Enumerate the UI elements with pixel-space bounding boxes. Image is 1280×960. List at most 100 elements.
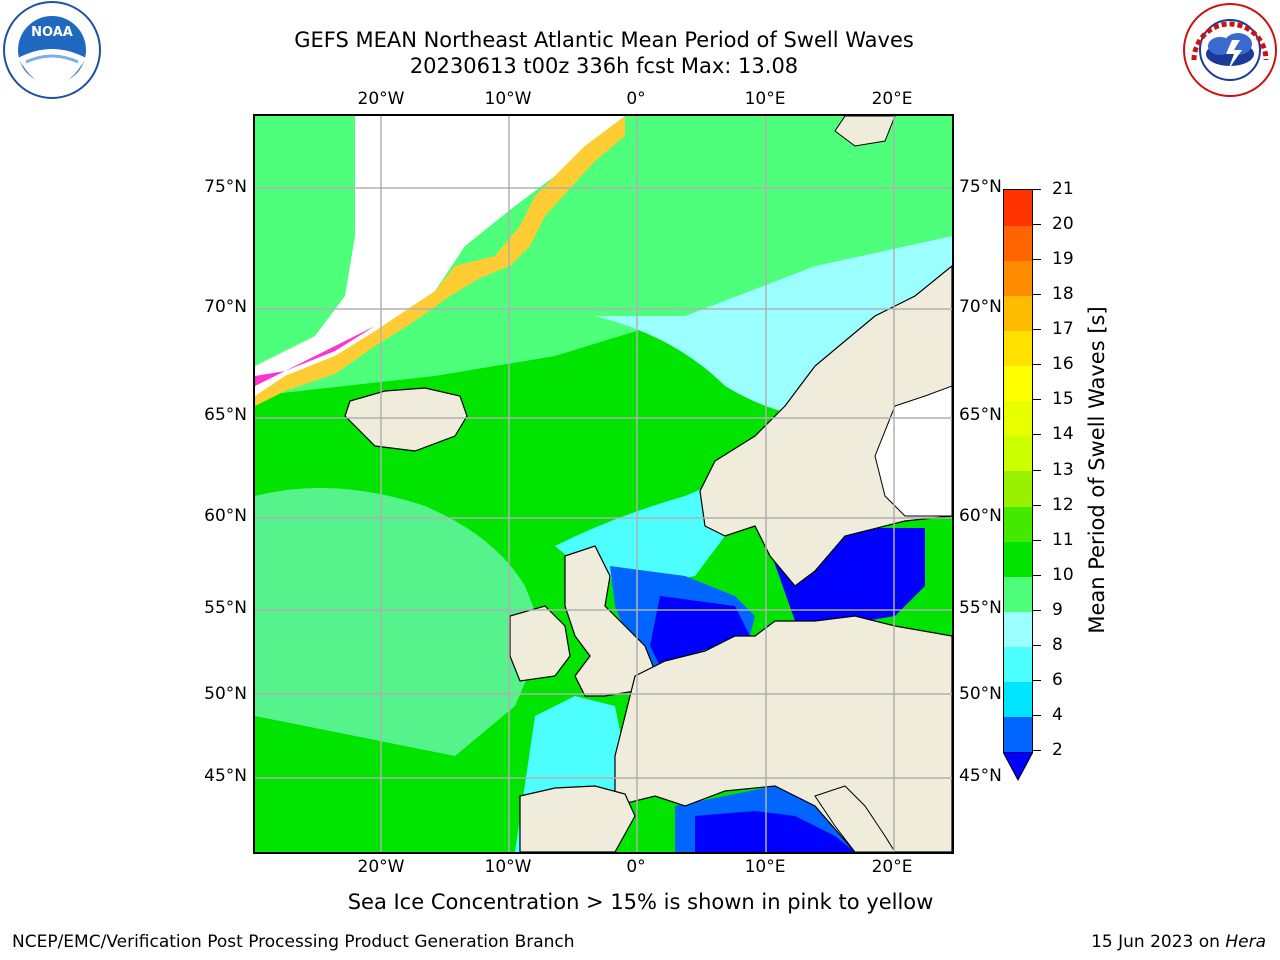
colorbar-tick-label: 19 xyxy=(1052,249,1074,270)
colorbar-segment xyxy=(1004,225,1032,262)
lon-tick-top-0: 0° xyxy=(626,89,646,109)
colorbar-segment xyxy=(1004,610,1032,647)
lon-tick-bottom-10w: 10°W xyxy=(484,857,532,877)
lat-tick-left-75n: 75°N xyxy=(204,177,247,197)
nws-logo xyxy=(1180,0,1280,100)
colorbar-segment xyxy=(1004,260,1032,297)
colorbar-tick-label: 12 xyxy=(1052,494,1074,515)
colorbar-tick xyxy=(1033,259,1041,261)
lat-tick-right-50n: 50°N xyxy=(959,684,1002,704)
colorbar-segment xyxy=(1004,505,1032,542)
lat-tick-right-70n: 70°N xyxy=(959,297,1002,317)
colorbar-segment xyxy=(1004,470,1032,507)
colorbar-tick xyxy=(1033,644,1041,646)
lat-tick-left-60n: 60°N xyxy=(204,506,247,526)
map-title-line2: 20230613 t00z 336h fcst Max: 13.08 xyxy=(409,54,799,78)
noaa-logo: NOAA xyxy=(0,0,104,104)
lon-tick-bottom-10e: 10°E xyxy=(744,857,786,877)
ice-note: Sea Ice Concentration > 15% is shown in … xyxy=(347,890,934,914)
colorbar-tick xyxy=(1033,714,1041,716)
lat-tick-right-55n: 55°N xyxy=(959,598,1002,618)
colorbar-segment xyxy=(1004,400,1032,437)
lon-tick-bottom-20w: 20°W xyxy=(357,857,405,877)
lon-tick-bottom-20e: 20°E xyxy=(871,857,913,877)
colorbar-segment xyxy=(1004,435,1032,472)
colorbar-segment xyxy=(1004,575,1032,612)
lat-tick-left-45n: 45°N xyxy=(204,766,247,786)
colorbar-under-triangle xyxy=(1002,751,1034,782)
colorbar-tick-label: 6 xyxy=(1052,669,1063,690)
lat-tick-right-65n: 65°N xyxy=(959,405,1002,425)
lat-tick-left-50n: 50°N xyxy=(204,684,247,704)
colorbar-tick xyxy=(1033,434,1041,436)
noaa-logo-text: NOAA xyxy=(31,25,73,40)
colorbar-segment xyxy=(1004,330,1032,367)
colorbar-segment xyxy=(1004,295,1032,332)
iceland-land xyxy=(344,387,468,452)
map-panel xyxy=(253,114,954,854)
footer-date: 15 Jun 2023 on xyxy=(1091,932,1226,952)
colorbar-segment xyxy=(1004,190,1032,226)
colorbar-tick xyxy=(1033,504,1041,506)
lat-tick-right-60n: 60°N xyxy=(959,506,1002,526)
iberia-land xyxy=(519,785,636,852)
italy-land xyxy=(814,785,896,852)
svalbard-land xyxy=(834,116,896,147)
colorbar-tick-label: 13 xyxy=(1052,459,1074,480)
colorbar-tick-label: 2 xyxy=(1052,740,1063,760)
sea-ice-edge xyxy=(255,116,625,406)
colorbar-label: Mean Period of Swell Waves [s] xyxy=(1085,306,1109,634)
lat-tick-left-55n: 55°N xyxy=(204,598,247,618)
colorbar-tick-label: 14 xyxy=(1052,424,1074,445)
colorbar-tick xyxy=(1033,294,1041,296)
colorbar-tick-label: 21 xyxy=(1052,179,1074,199)
colorbar-tick-label: 15 xyxy=(1052,389,1074,410)
colorbar-tick-label: 9 xyxy=(1052,599,1063,620)
colorbar-tick xyxy=(1033,364,1041,366)
scandinavia-land xyxy=(699,265,952,587)
colorbar-tick-label: 4 xyxy=(1052,704,1063,725)
colorbar-tick xyxy=(1033,189,1041,190)
colorbar-tick-label: 10 xyxy=(1052,564,1074,585)
colorbar-tick-label: 8 xyxy=(1052,634,1063,655)
colorbar-tick xyxy=(1033,469,1041,471)
footer-left: NCEP/EMC/Verification Post Processing Pr… xyxy=(12,932,575,952)
map-canvas xyxy=(255,116,952,852)
lat-tick-left-70n: 70°N xyxy=(204,297,247,317)
colorbar-segment xyxy=(1004,365,1032,402)
graticule xyxy=(255,116,952,852)
colorbar-tick xyxy=(1033,679,1041,681)
colorbar-tick-label: 11 xyxy=(1052,529,1074,550)
colorbar-tick-label: 17 xyxy=(1052,319,1074,340)
colorbar-tick xyxy=(1033,224,1041,226)
colorbar-tick-label: 20 xyxy=(1052,214,1074,235)
colorbar-segment xyxy=(1004,680,1032,717)
lon-tick-top-20w: 20°W xyxy=(357,89,405,109)
colorbar-tick xyxy=(1033,750,1041,751)
colorbar-segment xyxy=(1004,715,1032,752)
swell-band-under-2-north-sea xyxy=(650,596,750,676)
colorbar-tick xyxy=(1033,329,1041,331)
colorbar-segment xyxy=(1004,645,1032,682)
lat-tick-right-45n: 45°N xyxy=(959,766,1002,786)
colorbar-tick-label: 18 xyxy=(1052,284,1074,305)
lon-tick-bottom-0: 0° xyxy=(626,857,646,877)
colorbar xyxy=(1003,189,1033,752)
lat-tick-right-75n: 75°N xyxy=(959,177,1002,197)
lon-tick-top-20e: 20°E xyxy=(871,89,913,109)
lat-tick-left-65n: 65°N xyxy=(204,405,247,425)
lon-tick-top-10w: 10°W xyxy=(484,89,532,109)
colorbar-tick xyxy=(1033,574,1041,576)
swell-band-under-2-mediterranean xyxy=(695,811,855,852)
sea-ice-edge-high xyxy=(255,326,375,386)
swell-band-8-9-west xyxy=(255,488,545,756)
colorbar-segment xyxy=(1004,540,1032,577)
colorbar-tick xyxy=(1033,399,1041,401)
map-title-line1: GEFS MEAN Northeast Atlantic Mean Period… xyxy=(294,28,914,52)
colorbar-tick-label: 16 xyxy=(1052,354,1074,375)
lon-tick-top-10e: 10°E xyxy=(744,89,786,109)
colorbar-tick xyxy=(1033,609,1041,611)
colorbar-tick xyxy=(1033,539,1041,541)
footer-right: 15 Jun 2023 on Hera xyxy=(1091,932,1266,952)
footer-host: Hera xyxy=(1225,932,1266,952)
